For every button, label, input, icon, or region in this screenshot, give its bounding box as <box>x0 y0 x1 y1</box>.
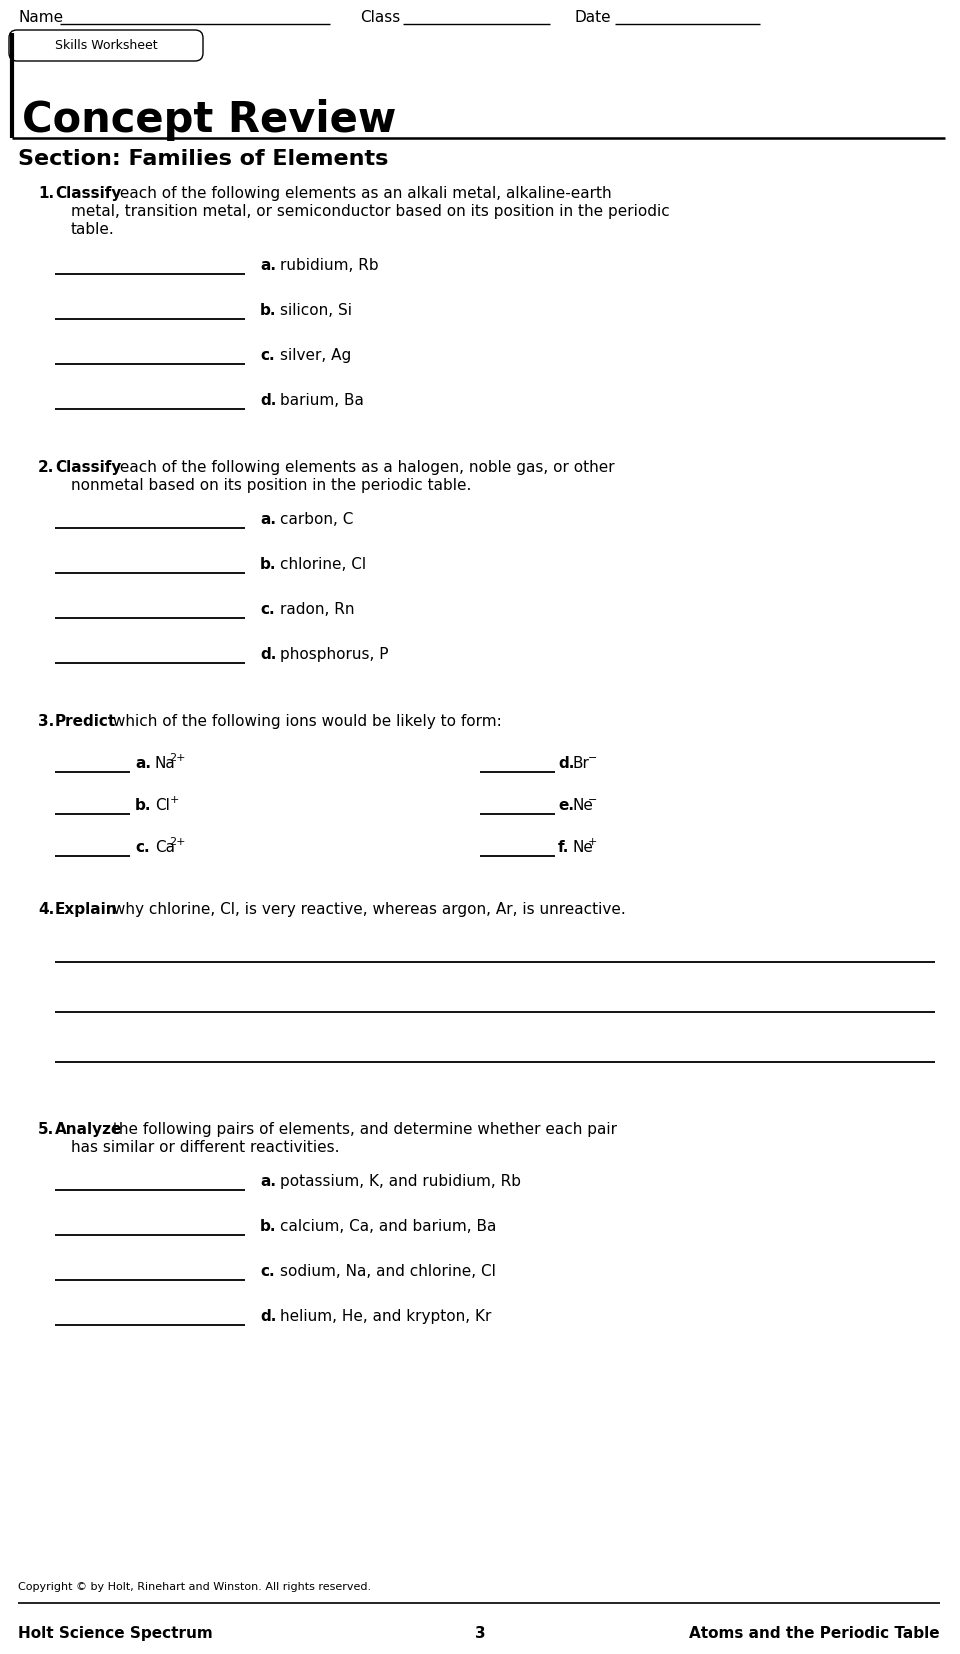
Text: d.: d. <box>260 1308 276 1323</box>
Text: phosphorus, P: phosphorus, P <box>280 647 389 662</box>
Text: −: − <box>588 796 597 805</box>
Text: e.: e. <box>558 797 574 814</box>
Text: potassium, K, and rubidium, Rb: potassium, K, and rubidium, Rb <box>280 1174 521 1189</box>
Text: which of the following ions would be likely to form:: which of the following ions would be lik… <box>108 715 501 729</box>
Text: b.: b. <box>260 1219 276 1234</box>
Text: c.: c. <box>260 602 275 617</box>
Text: Cl: Cl <box>155 797 170 814</box>
Text: Explain: Explain <box>55 901 118 916</box>
Text: barium, Ba: barium, Ba <box>280 394 364 409</box>
Text: Classify: Classify <box>55 185 121 202</box>
Text: Date: Date <box>575 10 612 25</box>
Text: radon, Rn: radon, Rn <box>280 602 354 617</box>
Text: b.: b. <box>260 303 276 318</box>
Text: −: − <box>588 753 597 762</box>
Text: Atoms and the Periodic Table: Atoms and the Periodic Table <box>689 1626 940 1641</box>
Text: Ca: Ca <box>155 840 175 855</box>
FancyBboxPatch shape <box>9 30 203 61</box>
Text: silicon, Si: silicon, Si <box>280 303 352 318</box>
Text: 2+: 2+ <box>169 753 186 762</box>
Text: c.: c. <box>260 347 275 362</box>
Text: sodium, Na, and chlorine, Cl: sodium, Na, and chlorine, Cl <box>280 1264 496 1279</box>
Text: Ne: Ne <box>573 797 594 814</box>
Text: Class: Class <box>360 10 400 25</box>
Text: why chlorine, Cl, is very reactive, whereas argon, Ar, is unreactive.: why chlorine, Cl, is very reactive, wher… <box>108 901 625 916</box>
Text: each of the following elements as an alkali metal, alkaline-earth: each of the following elements as an alk… <box>115 185 612 202</box>
Text: Ne: Ne <box>573 840 594 855</box>
Text: table.: table. <box>71 222 115 237</box>
Text: d.: d. <box>260 394 276 409</box>
Text: metal, transition metal, or semiconductor based on its position in the periodic: metal, transition metal, or semiconducto… <box>71 203 670 218</box>
Text: 5.: 5. <box>38 1121 55 1136</box>
Text: Na: Na <box>155 756 176 771</box>
Text: Section: Families of Elements: Section: Families of Elements <box>18 149 389 169</box>
Text: has similar or different reactivities.: has similar or different reactivities. <box>71 1140 340 1154</box>
Text: the following pairs of elements, and determine whether each pair: the following pairs of elements, and det… <box>108 1121 616 1136</box>
Text: Concept Review: Concept Review <box>22 99 396 141</box>
Text: c.: c. <box>135 840 150 855</box>
Text: Classify: Classify <box>55 460 121 475</box>
Text: a.: a. <box>260 1174 276 1189</box>
Text: calcium, Ca, and barium, Ba: calcium, Ca, and barium, Ba <box>280 1219 496 1234</box>
Text: Skills Worksheet: Skills Worksheet <box>55 40 157 51</box>
Text: f.: f. <box>558 840 569 855</box>
Text: d.: d. <box>260 647 276 662</box>
Text: Copyright © by Holt, Rinehart and Winston. All rights reserved.: Copyright © by Holt, Rinehart and Winsto… <box>18 1581 372 1593</box>
Text: chlorine, Cl: chlorine, Cl <box>280 557 366 572</box>
Text: helium, He, and krypton, Kr: helium, He, and krypton, Kr <box>280 1308 492 1323</box>
Text: Holt Science Spectrum: Holt Science Spectrum <box>18 1626 213 1641</box>
Text: carbon, C: carbon, C <box>280 513 353 528</box>
Text: a.: a. <box>260 258 276 273</box>
Text: 2+: 2+ <box>169 837 186 847</box>
Text: c.: c. <box>260 1264 275 1279</box>
Text: Br: Br <box>573 756 589 771</box>
Text: 3: 3 <box>474 1626 486 1641</box>
Text: Analyze: Analyze <box>55 1121 122 1136</box>
Text: +: + <box>588 837 597 847</box>
Text: rubidium, Rb: rubidium, Rb <box>280 258 378 273</box>
Text: nonmetal based on its position in the periodic table.: nonmetal based on its position in the pe… <box>71 478 471 493</box>
Text: b.: b. <box>260 557 276 572</box>
Text: Predict: Predict <box>55 715 116 729</box>
Text: a.: a. <box>260 513 276 528</box>
Text: +: + <box>169 796 179 805</box>
Text: 2.: 2. <box>38 460 55 475</box>
Text: b.: b. <box>135 797 152 814</box>
Text: 4.: 4. <box>38 901 55 916</box>
Text: d.: d. <box>558 756 574 771</box>
Text: a.: a. <box>135 756 151 771</box>
Text: each of the following elements as a halogen, noble gas, or other: each of the following elements as a halo… <box>115 460 614 475</box>
Text: Name: Name <box>18 10 63 25</box>
Text: 3.: 3. <box>38 715 55 729</box>
Text: 1.: 1. <box>38 185 54 202</box>
Text: silver, Ag: silver, Ag <box>280 347 351 362</box>
